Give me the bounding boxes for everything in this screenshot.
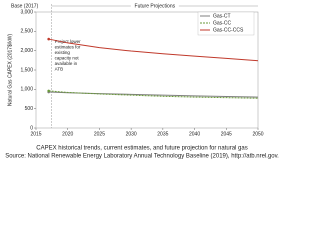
x-tick-label: 2050 — [252, 131, 263, 137]
annotation: available in — [55, 61, 78, 66]
x-tick-label: 2025 — [94, 131, 105, 137]
base-marker — [47, 89, 50, 93]
x-tick-label: 2035 — [157, 131, 168, 137]
base-marker — [47, 37, 50, 41]
legend-label: Gas-CC — [213, 20, 231, 26]
y-tick-label: 500 — [25, 106, 34, 112]
annotation: capacity not — [55, 56, 80, 61]
y-tick-label: 3,000 — [20, 9, 33, 15]
legend-label: Gas-CT — [213, 13, 231, 19]
annotation: estimates for — [55, 45, 81, 50]
series-line — [48, 38, 259, 62]
base-label: Base (2017) — [11, 3, 39, 9]
y-tick-label: 0 — [30, 125, 33, 131]
source: Source: National Renewable Energy Labora… — [5, 154, 279, 160]
x-tick-label: 2040 — [189, 131, 200, 137]
y-tick-label: 1,500 — [20, 67, 33, 73]
annotation: existing — [55, 50, 71, 55]
annotation: Project lower — [55, 39, 82, 44]
y-axis-label: Natural Gas CAPEX (2017$/kW) — [7, 34, 13, 107]
legend-label: Gas-CC-CCS — [213, 27, 244, 33]
caption: CAPEX historical trends, current estimat… — [36, 146, 247, 152]
x-tick-label: 2020 — [62, 131, 73, 137]
series-line — [48, 90, 259, 99]
projection-label: Future Projections — [135, 3, 176, 9]
legend-box — [197, 11, 255, 36]
y-tick-label: 1,000 — [20, 87, 33, 93]
x-tick-label: 2045 — [221, 131, 232, 137]
projection-label-bg — [130, 3, 179, 9]
chart: Natural Gas CAPEX (2017$/kW) CAPEX histo… — [5, 3, 279, 160]
x-tick-label: 2015 — [30, 131, 41, 137]
y-tick-label: 2,500 — [20, 29, 33, 35]
y-tick-label: 2,000 — [20, 48, 33, 54]
annotation: ATB — [55, 67, 63, 72]
x-tick-label: 2030 — [126, 131, 137, 137]
